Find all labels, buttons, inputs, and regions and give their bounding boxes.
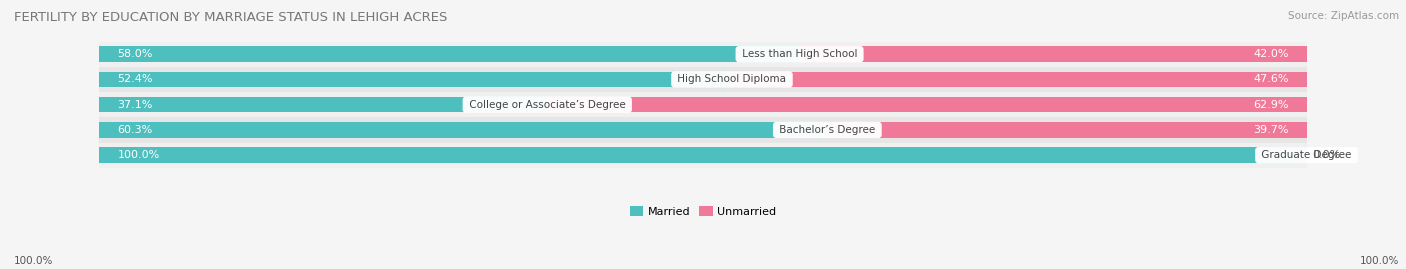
Bar	[100, 41, 1306, 67]
Bar	[100, 97, 547, 112]
Text: 37.1%: 37.1%	[118, 100, 153, 110]
Text: Source: ZipAtlas.com: Source: ZipAtlas.com	[1288, 11, 1399, 21]
Bar	[800, 46, 1306, 62]
Bar	[547, 97, 1306, 112]
Bar	[827, 122, 1306, 138]
Text: 0.0%: 0.0%	[1313, 150, 1341, 160]
Bar	[100, 117, 1306, 143]
Text: 47.6%: 47.6%	[1253, 75, 1288, 84]
Text: Less than High School: Less than High School	[738, 49, 860, 59]
Bar	[100, 147, 1306, 163]
Text: 58.0%: 58.0%	[118, 49, 153, 59]
Text: Graduate Degree: Graduate Degree	[1258, 150, 1355, 160]
Text: 100.0%: 100.0%	[14, 256, 53, 266]
Text: High School Diploma: High School Diploma	[675, 75, 790, 84]
Bar	[100, 72, 733, 87]
Bar	[100, 122, 827, 138]
Text: 60.3%: 60.3%	[118, 125, 153, 135]
Text: 52.4%: 52.4%	[118, 75, 153, 84]
Bar	[100, 92, 1306, 117]
Bar	[100, 67, 1306, 92]
Bar	[733, 72, 1306, 87]
Bar	[100, 46, 800, 62]
Text: FERTILITY BY EDUCATION BY MARRIAGE STATUS IN LEHIGH ACRES: FERTILITY BY EDUCATION BY MARRIAGE STATU…	[14, 11, 447, 24]
Text: 100.0%: 100.0%	[118, 150, 160, 160]
Text: 39.7%: 39.7%	[1253, 125, 1288, 135]
Text: 100.0%: 100.0%	[1360, 256, 1399, 266]
Text: 42.0%: 42.0%	[1253, 49, 1288, 59]
Bar	[100, 143, 1306, 168]
Text: College or Associate’s Degree: College or Associate’s Degree	[465, 100, 628, 110]
Legend: Married, Unmarried: Married, Unmarried	[630, 206, 776, 217]
Text: Bachelor’s Degree: Bachelor’s Degree	[776, 125, 879, 135]
Text: 62.9%: 62.9%	[1253, 100, 1288, 110]
